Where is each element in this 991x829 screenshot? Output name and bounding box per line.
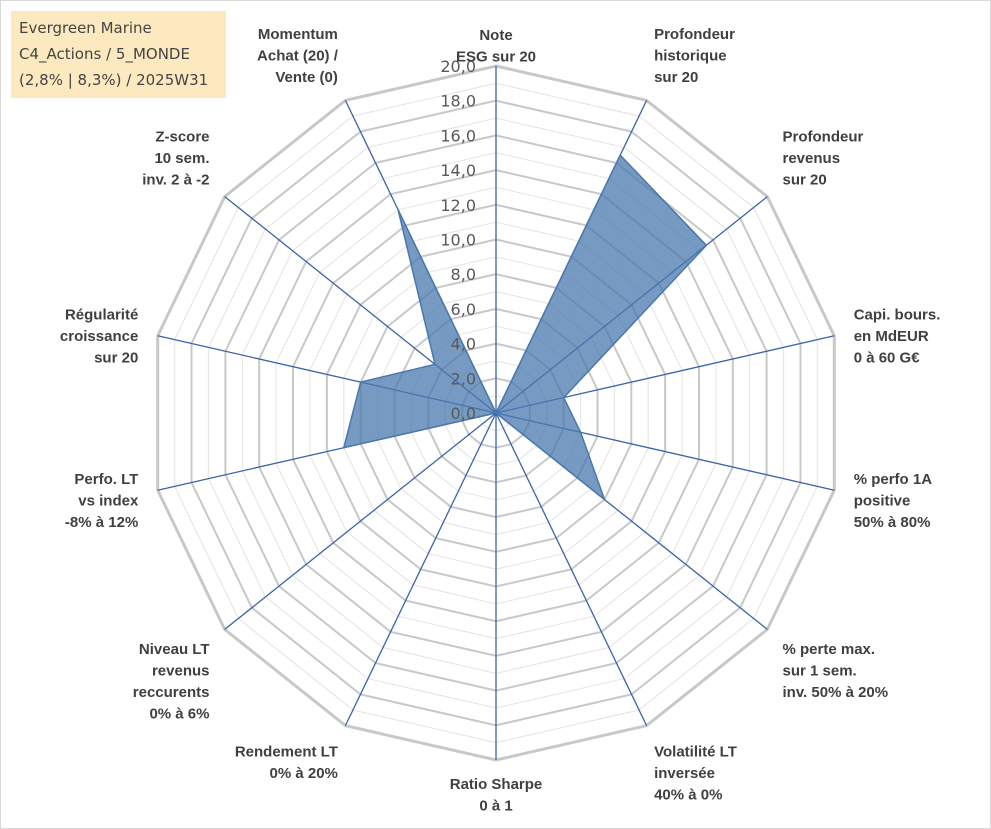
axis-label-line: 10 sem. [154, 150, 209, 167]
axis-label: % perte max. sur 1 sem. inv. 50% à 20% [783, 641, 889, 701]
axis-label-line: % perfo 1A [854, 471, 933, 488]
axis-label-line: inversée [654, 765, 715, 782]
tick-label: 18,0 [440, 92, 476, 111]
axis-label-line: Achat (20) / [257, 48, 339, 65]
chart-title-box: Evergreen Marine C4_Actions / 5_MONDE (2… [11, 11, 226, 98]
axis-label: Profondeur revenus sur 20 [783, 128, 864, 188]
axis-label-line: revenus [152, 663, 210, 680]
axis-label-line: reccurents [133, 684, 210, 701]
axis-label-line: 0 à 60 G€ [854, 350, 921, 367]
axis-label-line: sur 20 [94, 350, 138, 367]
axis-label: Capi. bours. en MdEUR 0 à 60 G€ [854, 307, 941, 367]
tick-label: 16,0 [440, 126, 476, 145]
tick-label: 10,0 [440, 231, 476, 250]
axis-label: Perfo. LT vs index -8% à 12% [65, 471, 139, 531]
tick-label: 12,0 [440, 196, 476, 215]
axis-label-line: Z-score [155, 128, 209, 145]
axis-spoke [224, 412, 497, 630]
axis-label: Volatilité LT inversée 40% à 0% [654, 744, 737, 804]
axis-label-line: Perfo. LT [74, 471, 138, 488]
axis-label-line: historique [654, 48, 727, 65]
axis-label: Rendement LT 0% à 20% [235, 744, 338, 783]
axis-label-line: ESG sur 20 [456, 49, 536, 66]
tick-label: 14,0 [440, 161, 476, 180]
tick-label: 20,0 [440, 57, 476, 76]
axis-label-line: Profondeur [654, 26, 735, 43]
axis-label: Z-score 10 sem. inv. 2 à -2 [142, 128, 209, 188]
axis-label-line: Momentum [258, 26, 338, 43]
title-line-2: C4_Actions / 5_MONDE [19, 45, 190, 63]
axis-label-line: Volatilité LT [654, 744, 737, 761]
axis-label-line: Capi. bours. [854, 307, 941, 324]
series-area [343, 154, 708, 501]
axis-label-line: 0% à 6% [149, 706, 209, 723]
tick-label: 8,0 [451, 265, 476, 284]
axis-label-line: sur 20 [783, 171, 827, 188]
axis-label-line: 0% à 20% [270, 765, 338, 782]
axis-label-line: Ratio Sharpe [450, 776, 543, 793]
title-line-3: (2,8% | 8,3%) / 2025W31 [19, 71, 209, 89]
axis-label-line: Note [479, 27, 512, 44]
axis-label: % perfo 1A positive 50% à 80% [854, 471, 933, 531]
tick-label: 0,0 [451, 404, 476, 423]
axis-label-line: Rendement LT [235, 744, 338, 761]
axis-label-line: 0 à 1 [479, 798, 512, 815]
axis-label-line: 40% à 0% [654, 787, 722, 804]
axis-label: Note ESG sur 20 [456, 27, 536, 66]
axis-label-line: Régularité [65, 307, 138, 324]
axis-label: Ratio Sharpe 0 à 1 [450, 776, 543, 815]
axis-label-line: % perte max. [783, 641, 876, 658]
axis-label: Momentum Achat (20) / Vente (0) [257, 26, 339, 86]
tick-label: 2,0 [451, 369, 476, 388]
axis-label-line: sur 20 [654, 69, 698, 86]
axis-label: Niveau LT revenus reccurents 0% à 6% [133, 641, 210, 723]
axis-label-line: Niveau LT [139, 641, 210, 658]
axis-label-line: 50% à 80% [854, 514, 931, 531]
axis-label-line: en MdEUR [854, 328, 929, 345]
tick-label: 4,0 [451, 335, 476, 354]
title-line-1: Evergreen Marine [19, 19, 152, 37]
axis-spoke [344, 412, 497, 726]
axis-label: Régularité croissance sur 20 [60, 307, 138, 367]
tick-label: 6,0 [451, 300, 476, 319]
radar-axis-labels: Note ESG sur 20 Profondeur historique sur 20… [60, 26, 940, 815]
axis-label-line: inv. 50% à 20% [783, 684, 889, 701]
axis-spoke [495, 412, 648, 726]
axis-label-line: revenus [783, 150, 841, 167]
axis-label-line: Vente (0) [275, 69, 338, 86]
axis-label-line: positive [854, 492, 911, 509]
axis-label-line: inv. 2 à -2 [142, 171, 209, 188]
axis-label-line: croissance [60, 328, 138, 345]
axis-label-line: -8% à 12% [65, 514, 138, 531]
axis-label: Profondeur historique sur 20 [654, 26, 735, 86]
radar-tick-labels: 0,0 2,0 4,0 6,0 8,0 10,0 12,0 14,0 16,0 18,0 20,0 [440, 57, 476, 423]
axis-label-line: vs index [78, 492, 139, 509]
axis-label-line: Profondeur [783, 128, 864, 145]
radar-series [343, 154, 708, 501]
axis-label-line: sur 1 sem. [783, 663, 857, 680]
